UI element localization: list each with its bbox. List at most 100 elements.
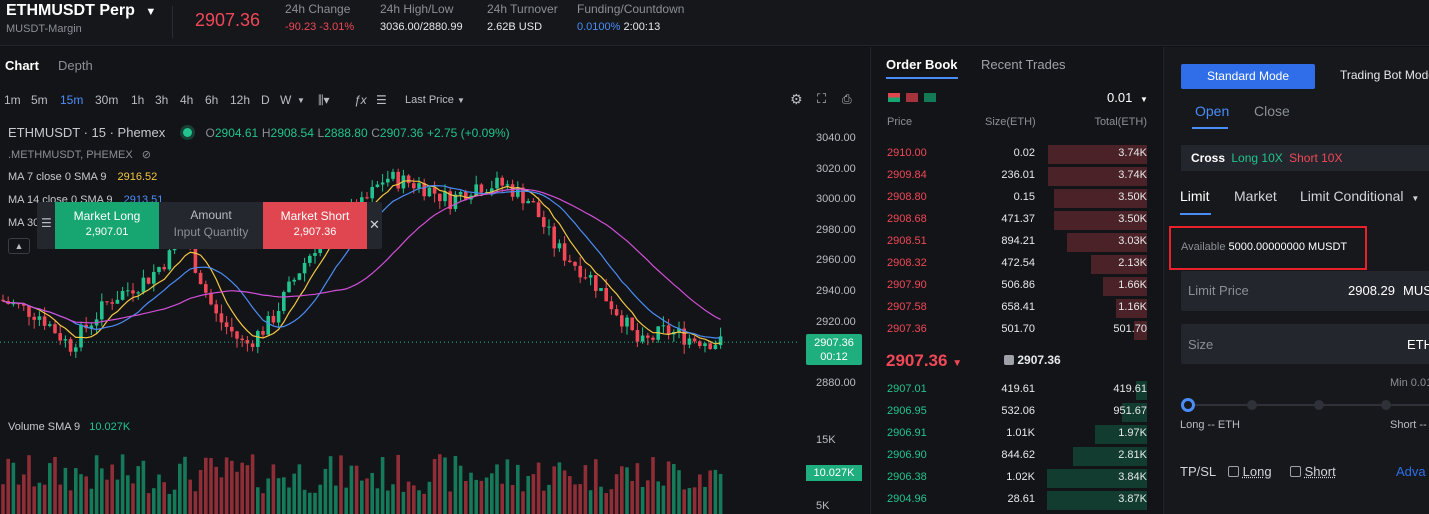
timeframe-4h[interactable]: 4h xyxy=(180,93,193,107)
timeframe-6h[interactable]: 6h xyxy=(205,93,218,107)
tab-chart[interactable]: Chart xyxy=(5,58,39,73)
slider-stop-25[interactable] xyxy=(1247,400,1257,410)
candle-body xyxy=(438,194,442,202)
book-view-bids-icon[interactable] xyxy=(924,93,936,102)
candle-body xyxy=(625,318,629,327)
short-leverage: Short 10X xyxy=(1289,151,1342,165)
candle-body xyxy=(298,273,302,279)
timeframe-w[interactable]: W xyxy=(280,93,291,107)
ask-row[interactable]: 2908.32 472.54 2.13K xyxy=(871,253,1163,275)
candle-body xyxy=(396,172,400,189)
slider-handle[interactable] xyxy=(1181,398,1195,412)
tab-depth[interactable]: Depth xyxy=(58,58,93,73)
volume-tag: 10.027K xyxy=(806,465,862,481)
chevron-down-icon: ▼ xyxy=(145,6,156,18)
leverage-bar[interactable]: Cross Long 10X Short 10X xyxy=(1181,145,1429,171)
bid-row[interactable]: 2906.95 532.06 951.67 xyxy=(871,401,1163,423)
slider-stop-75[interactable] xyxy=(1381,400,1391,410)
volume-bar xyxy=(220,477,224,514)
fullscreen-icon[interactable]: ⛶ xyxy=(817,91,826,107)
bid-row[interactable]: 2906.90 844.62 2.81K xyxy=(871,445,1163,467)
timeframe-d[interactable]: D xyxy=(261,93,270,107)
book-view-asks-icon[interactable] xyxy=(906,93,918,102)
candle-body xyxy=(152,272,156,284)
size-input[interactable]: Size ETH xyxy=(1181,324,1429,364)
timeframe-12h[interactable]: 12h xyxy=(230,93,250,107)
timeframe-5m[interactable]: 5m xyxy=(31,93,48,107)
timeframe-30m[interactable]: 30m xyxy=(95,93,118,107)
ask-row[interactable]: 2909.84 236.01 3.74K xyxy=(871,165,1163,187)
chevron-down-icon: ▼ xyxy=(457,96,465,105)
settings-gear-icon[interactable]: ⚙ xyxy=(790,91,803,108)
tab-open[interactable]: Open xyxy=(1195,103,1229,119)
volume-bar xyxy=(110,465,114,514)
candle-body xyxy=(292,280,296,282)
ask-total: 3.74K xyxy=(1087,169,1147,181)
bid-row[interactable]: 2906.91 1.01K 1.97K xyxy=(871,423,1163,445)
book-view-both-icon[interactable] xyxy=(888,93,900,102)
limit-price-input[interactable]: Limit Price 2908.29 MUS xyxy=(1181,271,1429,311)
volume-bar xyxy=(360,481,364,514)
bid-row[interactable]: 2904.96 28.61 3.87K xyxy=(871,489,1163,511)
candle-body xyxy=(620,315,624,326)
volume-bar xyxy=(480,481,484,514)
candle-body xyxy=(542,217,546,227)
tpsl-long-checkbox[interactable]: Long xyxy=(1228,464,1272,479)
candle-body xyxy=(53,324,57,333)
amount-input[interactable]: Amount Input Quantity xyxy=(159,202,263,249)
volume-bar xyxy=(500,484,504,514)
timeframe-1h[interactable]: 1h xyxy=(131,93,144,107)
list-icon[interactable]: ☰ xyxy=(376,93,387,107)
bid-row[interactable]: 2906.38 1.02K 3.84K xyxy=(871,467,1163,489)
candle-body xyxy=(506,184,510,185)
ask-row[interactable]: 2910.00 0.02 3.74K xyxy=(871,143,1163,165)
market-long-button[interactable]: Market Long 2,907.01 xyxy=(55,202,159,249)
order-type-limit-conditional[interactable]: Limit Conditional ▼ xyxy=(1300,188,1419,204)
candle-type-icon[interactable]: ⫼▾ xyxy=(318,93,330,108)
size-slider[interactable] xyxy=(1181,397,1429,413)
standard-mode-button[interactable]: Standard Mode xyxy=(1181,64,1315,89)
indicator-icon[interactable]: ƒx xyxy=(354,93,367,107)
advanced-link[interactable]: Adva xyxy=(1396,464,1426,479)
volume-bar xyxy=(698,474,702,514)
tpsl-short-checkbox[interactable]: Short xyxy=(1290,464,1336,479)
volume-bar xyxy=(142,461,146,514)
volume-bar xyxy=(277,478,281,514)
order-type-limit[interactable]: Limit xyxy=(1180,188,1210,204)
volume-bar xyxy=(417,490,421,514)
price-chart[interactable] xyxy=(0,122,800,514)
drag-handle-icon[interactable]: ☰ xyxy=(41,216,52,230)
ask-row[interactable]: 2907.90 506.86 1.66K xyxy=(871,275,1163,297)
timeframe-15m[interactable]: 15m xyxy=(60,93,83,107)
tab-close[interactable]: Close xyxy=(1254,103,1290,119)
trading-bot-mode-button[interactable]: Trading Bot Mode xyxy=(1340,68,1429,82)
ask-row[interactable]: 2907.58 658.41 1.16K xyxy=(871,297,1163,319)
timeframe-1m[interactable]: 1m xyxy=(4,93,21,107)
symbol-selector[interactable]: ETHMUSDT Perp ▼ xyxy=(6,2,156,20)
tab-order-book[interactable]: Order Book xyxy=(886,57,958,72)
slider-stop-50[interactable] xyxy=(1314,400,1324,410)
timeframe-3h[interactable]: 3h xyxy=(155,93,168,107)
ask-row[interactable]: 2908.68 471.37 3.50K xyxy=(871,209,1163,231)
close-icon[interactable]: ✕ xyxy=(369,217,380,233)
volume-bar xyxy=(121,454,125,514)
camera-icon[interactable]: ⎙ xyxy=(842,92,852,107)
volume-bar xyxy=(251,454,255,514)
volume-bar xyxy=(610,489,614,514)
price-type-select[interactable]: Last Price ▼ xyxy=(405,94,465,106)
order-type-market[interactable]: Market xyxy=(1234,188,1277,204)
ask-row[interactable]: 2908.80 0.15 3.50K xyxy=(871,187,1163,209)
candle-body xyxy=(370,187,374,198)
volume-bar xyxy=(162,482,166,514)
bid-row[interactable]: 2907.01 419.61 419.61 xyxy=(871,379,1163,401)
ask-row[interactable]: 2908.51 894.21 3.03K xyxy=(871,231,1163,253)
tab-recent-trades[interactable]: Recent Trades xyxy=(981,57,1066,72)
candle-body xyxy=(474,184,478,195)
ask-row[interactable]: 2907.36 501.70 501.70 xyxy=(871,319,1163,341)
candle-body xyxy=(568,261,572,262)
market-short-button[interactable]: Market Short 2,907.36 xyxy=(263,202,367,249)
candle-body xyxy=(214,304,218,313)
volume-bar xyxy=(95,455,99,514)
precision-select[interactable]: 0.01 ▼ xyxy=(1107,90,1148,105)
chevron-down-icon[interactable]: ▼ xyxy=(297,96,305,105)
